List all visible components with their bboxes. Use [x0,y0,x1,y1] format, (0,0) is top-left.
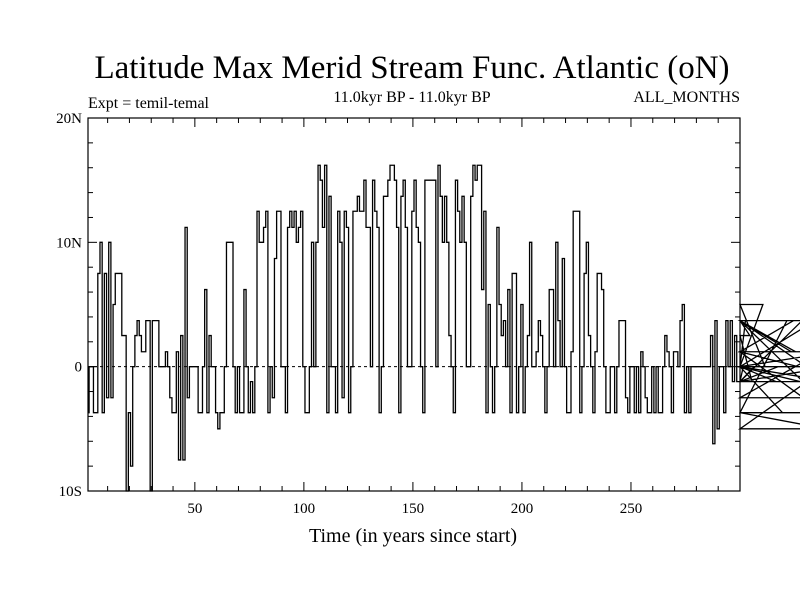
x-tick-label: 150 [402,501,425,517]
y-tick-label: 0 [75,360,83,376]
y-tick-label: 20N [56,111,82,127]
plot-area: 50 100 150 200 250 10S 0 10N 20N [56,111,800,517]
y-tick-label: 10N [56,235,82,251]
x-axis-label: Time (in years since start) [309,525,517,547]
x-tick-label: 50 [187,501,202,517]
months-label: ALL_MONTHS [633,89,740,106]
x-tick-label: 250 [620,501,643,517]
x-tick-label: 200 [511,501,534,517]
x-tick-label: 100 [293,501,316,517]
period-label: 11.0kyr BP - 11.0kyr BP [333,89,490,106]
data-series-line [88,164,800,492]
experiment-label: Expt = temil-temal [88,95,210,112]
y-tick-label: 10S [59,484,82,500]
plot-frame [87,117,741,492]
chart-title: Latitude Max Merid Stream Func. Atlantic… [94,50,729,86]
